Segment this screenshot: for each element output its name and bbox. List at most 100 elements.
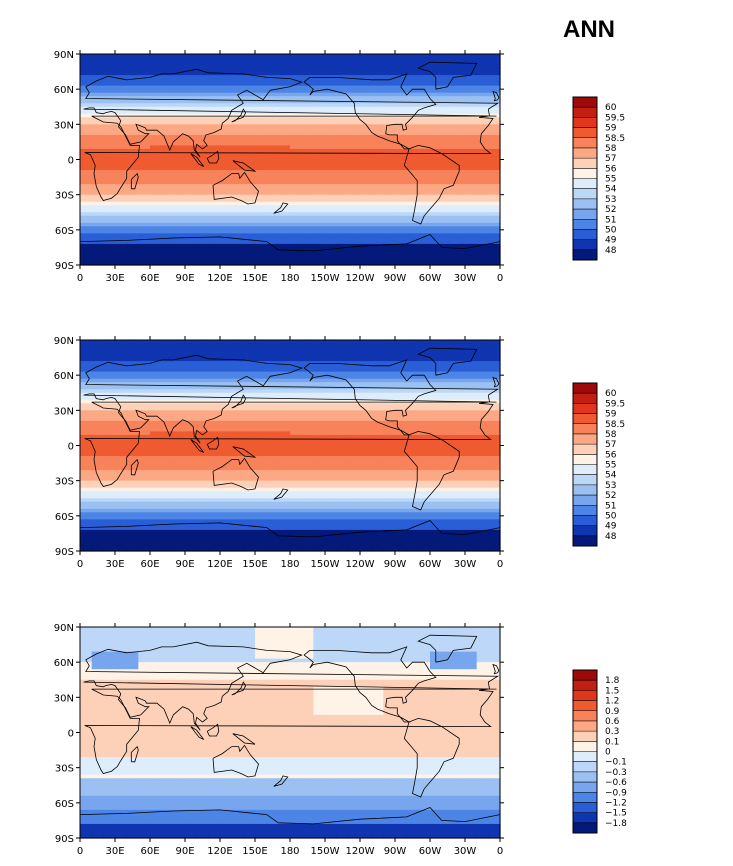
field-cell <box>103 215 116 220</box>
field-cell <box>348 364 361 369</box>
field-cell <box>301 456 314 461</box>
field-cell <box>138 350 151 355</box>
field-cell <box>243 470 256 475</box>
field-cell <box>383 106 396 111</box>
field-cell <box>336 651 349 656</box>
field-cell <box>313 350 326 355</box>
field-cell <box>488 505 501 510</box>
field-cell <box>383 247 396 252</box>
field-cell <box>348 184 361 189</box>
colorbar-box <box>573 219 597 230</box>
field-cell <box>173 484 186 489</box>
field-cell <box>161 399 174 404</box>
field-cell <box>138 113 151 118</box>
field-cell <box>313 466 326 471</box>
field-cell <box>336 658 349 663</box>
field-cell <box>441 159 454 164</box>
field-cell <box>243 54 256 59</box>
field-cell <box>301 194 314 199</box>
field-cell <box>371 470 384 475</box>
field-cell <box>173 424 186 429</box>
field-cell <box>115 78 128 83</box>
field-cell <box>266 515 279 520</box>
field-cell <box>325 180 338 185</box>
field-cell <box>208 543 221 549</box>
field-cell <box>488 399 501 404</box>
field-cell <box>80 385 93 390</box>
field-cell <box>185 257 198 263</box>
field-cell <box>161 644 174 649</box>
field-cell <box>348 61 361 66</box>
field-cell <box>138 254 151 259</box>
field-cell <box>138 233 151 238</box>
field-cell <box>126 459 139 464</box>
field-cell <box>465 484 478 489</box>
field-cell <box>325 540 338 545</box>
field-cell <box>103 173 116 178</box>
field-cell <box>161 173 174 178</box>
field-cell <box>255 194 268 199</box>
field-cell <box>231 226 244 231</box>
field-cell <box>290 170 303 175</box>
field-cell <box>395 389 408 394</box>
field-cell <box>103 54 116 59</box>
field-cell <box>196 543 209 549</box>
field-cell <box>441 96 454 101</box>
field-cell <box>418 173 431 178</box>
field-cell <box>476 526 489 531</box>
field-cell <box>290 75 303 80</box>
field-cell <box>150 163 163 168</box>
field-cell <box>115 665 128 670</box>
field-cell <box>255 357 268 362</box>
field-cell <box>220 347 233 352</box>
field-cell <box>360 477 373 482</box>
field-cell <box>476 117 489 122</box>
field-cell <box>208 389 221 394</box>
field-cell <box>301 85 314 90</box>
field-cell <box>255 361 268 366</box>
field-cell <box>371 543 384 549</box>
field-cell <box>371 198 384 203</box>
field-cell <box>115 529 128 535</box>
field-cell <box>290 438 303 443</box>
field-cell <box>418 519 431 524</box>
field-cell <box>196 438 209 443</box>
field-cell <box>115 110 128 115</box>
field-cell <box>126 229 139 234</box>
field-cell <box>231 540 244 545</box>
coastline <box>273 488 289 500</box>
field-cell <box>488 662 501 667</box>
field-cell <box>196 466 209 471</box>
field-cell <box>348 68 361 73</box>
field-cell <box>208 159 221 164</box>
field-cell <box>150 396 163 401</box>
field-cell <box>395 543 408 549</box>
field-cell <box>418 515 431 520</box>
field-cell <box>126 445 139 450</box>
field-cell <box>395 533 408 538</box>
field-cell <box>80 166 93 171</box>
field-cell <box>150 403 163 408</box>
field-cell <box>208 494 221 499</box>
field-cell <box>406 340 419 345</box>
field-cell <box>476 236 489 241</box>
field-cell <box>430 134 443 139</box>
field-cell <box>418 463 431 468</box>
field-cell <box>150 375 163 380</box>
field-cell <box>91 665 104 670</box>
field-cell <box>383 103 396 108</box>
field-cell <box>150 240 163 245</box>
field-cell <box>441 420 454 425</box>
field-cell <box>360 378 373 383</box>
field-cell <box>290 110 303 115</box>
field-cell <box>406 515 419 520</box>
field-cell <box>430 540 443 545</box>
field-cell <box>418 452 431 457</box>
field-cell <box>208 226 221 231</box>
field-cell <box>161 152 174 157</box>
field-cell <box>196 350 209 355</box>
field-cell <box>266 89 279 94</box>
field-cell <box>418 222 431 227</box>
field-cell <box>441 148 454 154</box>
field-cell <box>103 208 116 213</box>
